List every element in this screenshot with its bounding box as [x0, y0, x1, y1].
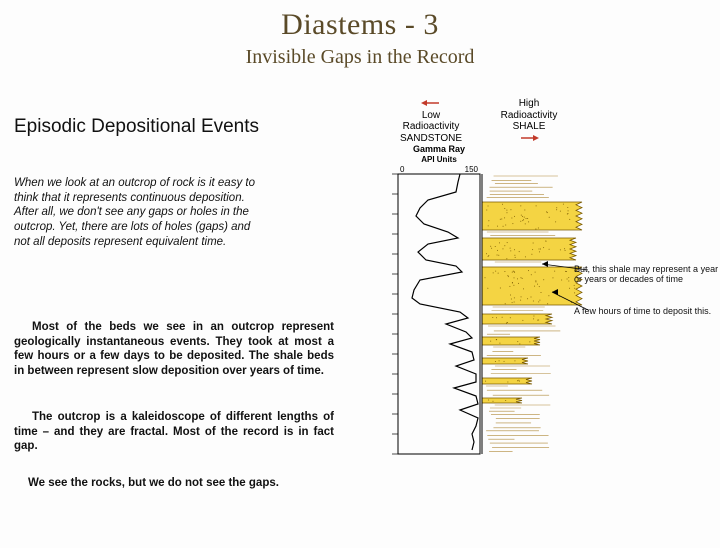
legend-high-l3: SHALE — [513, 121, 546, 132]
annotation-sandstone: A few hours of time to deposit this. — [574, 306, 720, 316]
paragraph-conclusion: We see the rocks, but we do not see the … — [14, 476, 344, 491]
legend-high-l2: Radioactivity — [501, 110, 558, 121]
svg-text:0: 0 — [400, 165, 405, 174]
paragraph-beds: Most of the beds we see in an outcrop re… — [14, 320, 334, 379]
legend-low-l2: Radioactivity — [403, 121, 460, 132]
svg-text:Gamma Ray: Gamma Ray — [413, 144, 465, 154]
legend-high: High Radioactivity SHALE — [490, 98, 568, 144]
well-log-diagram: Gamma RayAPI Units 0 150 — [370, 142, 590, 462]
page-subtitle: Invisible Gaps in the Record — [0, 46, 720, 69]
legend-low: Low Radioactivity SANDSTONE — [392, 98, 470, 144]
legend-high-l1: High — [519, 98, 540, 109]
paragraph-kaleidoscope: The outcrop is a kaleidoscope of differe… — [14, 410, 334, 454]
legend-low-l1: Low — [422, 110, 440, 121]
svg-text:API Units: API Units — [421, 155, 457, 164]
section-heading: Episodic Depositional Events — [14, 116, 259, 138]
paragraph-intro: When we look at an outcrop of rock is it… — [14, 176, 269, 250]
page-title: Diastems - 3 — [0, 8, 720, 42]
well-log-svg: Gamma RayAPI Units 0 150 — [370, 142, 590, 462]
svg-text:150: 150 — [465, 165, 479, 174]
annotation-shale: But, this shale may represent a year or … — [574, 264, 720, 285]
arrow-left-icon — [421, 98, 441, 108]
